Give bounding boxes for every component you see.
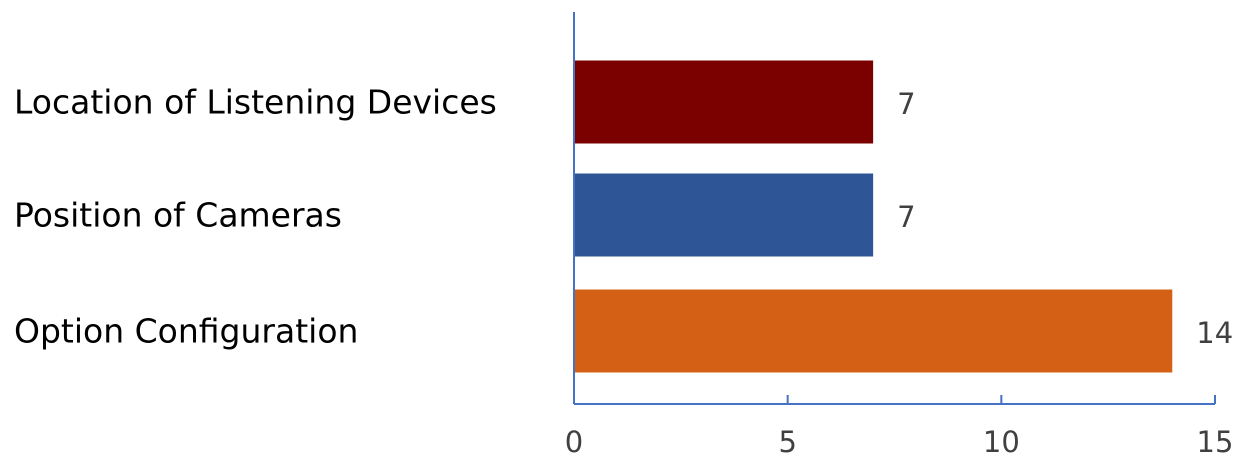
- category-label-1: Position of Cameras: [14, 196, 342, 235]
- data-label-0: 7: [897, 87, 915, 121]
- x-tick-label-2: 10: [983, 425, 1020, 459]
- x-tick-label-3: 15: [1197, 425, 1234, 459]
- data-labels: 7 7 14: [897, 87, 1233, 350]
- category-label-0: Location of Listening Devices: [14, 83, 497, 122]
- bar-1: [574, 173, 874, 257]
- data-label-1: 7: [897, 200, 915, 234]
- bars-layer: [574, 60, 1173, 373]
- category-label-2: Option Configuration: [14, 312, 358, 351]
- category-labels: Location of Listening Devices Position of…: [14, 83, 497, 351]
- axes: 0 5 10 15: [565, 12, 1234, 459]
- x-tick-label-1: 5: [778, 425, 796, 459]
- bar-2: [574, 289, 1173, 373]
- data-label-2: 14: [1196, 316, 1233, 350]
- bar-0: [574, 60, 874, 144]
- x-tick-label-0: 0: [565, 425, 583, 459]
